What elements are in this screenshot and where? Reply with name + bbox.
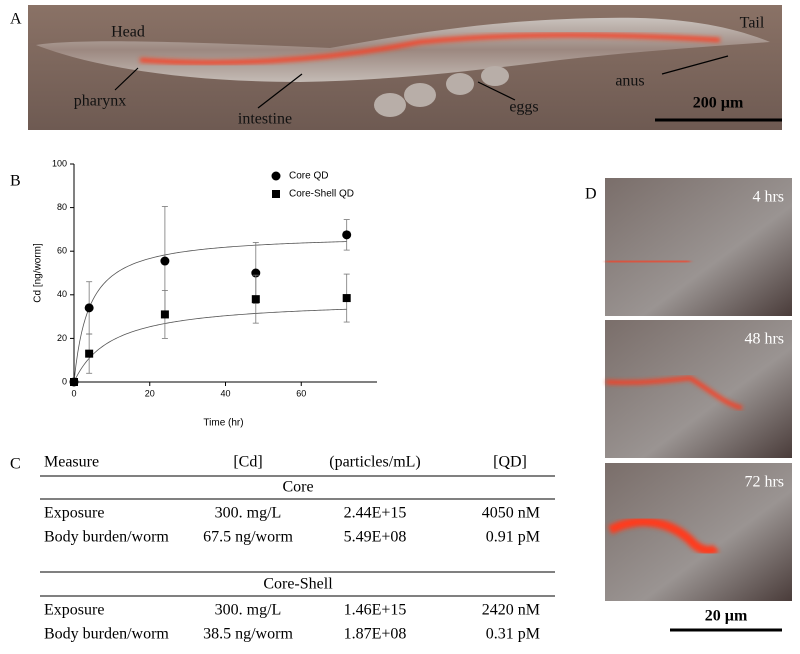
x-tick-label: 0 xyxy=(71,388,76,398)
fluorescence xyxy=(139,33,721,65)
egg xyxy=(481,66,509,86)
y-tick-label: 20 xyxy=(57,333,67,343)
point xyxy=(342,230,352,240)
panel-b: B 0 20 40 60 80 100 0 20 40 60 Time (hr) Cd [ng/wor… xyxy=(10,158,377,429)
fluorescence xyxy=(605,259,691,264)
y-tick-label: 60 xyxy=(57,246,67,256)
table-cell: 1.87E+08 xyxy=(344,626,407,643)
pointer xyxy=(661,55,729,75)
pointer xyxy=(257,73,303,109)
fit-curve xyxy=(73,308,347,383)
table-cell: Exposure xyxy=(44,602,104,619)
panel-label: C xyxy=(10,456,21,473)
point xyxy=(342,294,351,303)
legend-marker xyxy=(272,190,280,198)
time-label: 72 hrs xyxy=(744,474,784,491)
table-cell: 1.46E+15 xyxy=(344,602,407,619)
panel-c: C Measure [Cd] (particles/mL) [QD] Core Expos… xyxy=(10,454,555,643)
table-cell: 67.5 ng/worm xyxy=(203,529,293,546)
x-axis-title: Time (hr) xyxy=(203,418,243,429)
table-cell: 300. mg/L xyxy=(215,505,282,522)
section-title: Core xyxy=(282,479,313,496)
table-header: (particles/mL) xyxy=(329,454,421,471)
table-cell: 5.49E+08 xyxy=(344,529,407,546)
egg xyxy=(404,83,436,107)
micrograph xyxy=(605,178,792,316)
legend-marker xyxy=(271,171,281,181)
y-axis-title: Cd [ng/worm] xyxy=(33,243,44,303)
panel-label: D xyxy=(585,186,597,203)
point xyxy=(84,303,94,313)
table-cell: 4050 nM xyxy=(482,505,540,522)
x-tick-label: 40 xyxy=(220,388,230,398)
point xyxy=(70,378,78,386)
fit-curve xyxy=(73,241,347,383)
point xyxy=(251,295,260,304)
pointer xyxy=(477,81,516,101)
time-label: 48 hrs xyxy=(744,331,784,348)
table-cell: 0.91 pM xyxy=(486,529,540,546)
point xyxy=(160,256,170,266)
annotation: Tail xyxy=(740,15,765,32)
table-cell: 2.44E+15 xyxy=(344,505,407,522)
fluorescence xyxy=(607,517,720,555)
section-title: Core-Shell xyxy=(263,576,333,593)
panel-label: B xyxy=(10,173,21,190)
point xyxy=(85,349,94,358)
egg xyxy=(446,73,474,95)
table-header: [Cd] xyxy=(233,454,262,471)
scale-label: 200 µm xyxy=(693,95,744,112)
panel-label: A xyxy=(10,11,22,28)
panel-a: A Head Tail pharynx intestine eggs anus … xyxy=(10,5,782,130)
micrograph xyxy=(605,463,792,601)
y-tick-label: 80 xyxy=(57,202,67,212)
time-label: 4 hrs xyxy=(752,189,784,206)
legend-label: Core QD xyxy=(289,171,328,182)
scale-label: 20 µm xyxy=(705,608,748,625)
legend-label: Core-Shell QD xyxy=(289,189,354,200)
fluorescence xyxy=(605,375,743,410)
table-cell: Exposure xyxy=(44,505,104,522)
y-tick-label: 40 xyxy=(57,289,67,299)
panel-d: D 20 µm 4 hrs 48 hrs 72 hrs xyxy=(585,178,792,632)
table-cell: Body burden/worm xyxy=(44,529,169,546)
table-header: Measure xyxy=(44,454,99,471)
y-tick-label: 100 xyxy=(52,158,67,168)
table-cell: 0.31 pM xyxy=(486,626,540,643)
x-tick-label: 20 xyxy=(145,388,155,398)
annotation: Head xyxy=(111,24,145,41)
annotation: pharynx xyxy=(74,93,126,110)
egg xyxy=(374,93,406,117)
annotation: eggs xyxy=(509,99,538,116)
table-cell: 300. mg/L xyxy=(215,602,282,619)
table-cell: Body burden/worm xyxy=(44,626,169,643)
table-header: [QD] xyxy=(493,454,527,471)
table-cell: 38.5 ng/worm xyxy=(203,626,293,643)
pointer xyxy=(114,67,139,91)
point xyxy=(160,310,169,319)
annotation: intestine xyxy=(238,111,292,128)
micrograph xyxy=(605,320,792,458)
annotation: anus xyxy=(615,73,644,90)
y-tick-label: 0 xyxy=(62,376,67,386)
x-tick-label: 60 xyxy=(296,388,306,398)
table-cell: 2420 nM xyxy=(482,602,540,619)
